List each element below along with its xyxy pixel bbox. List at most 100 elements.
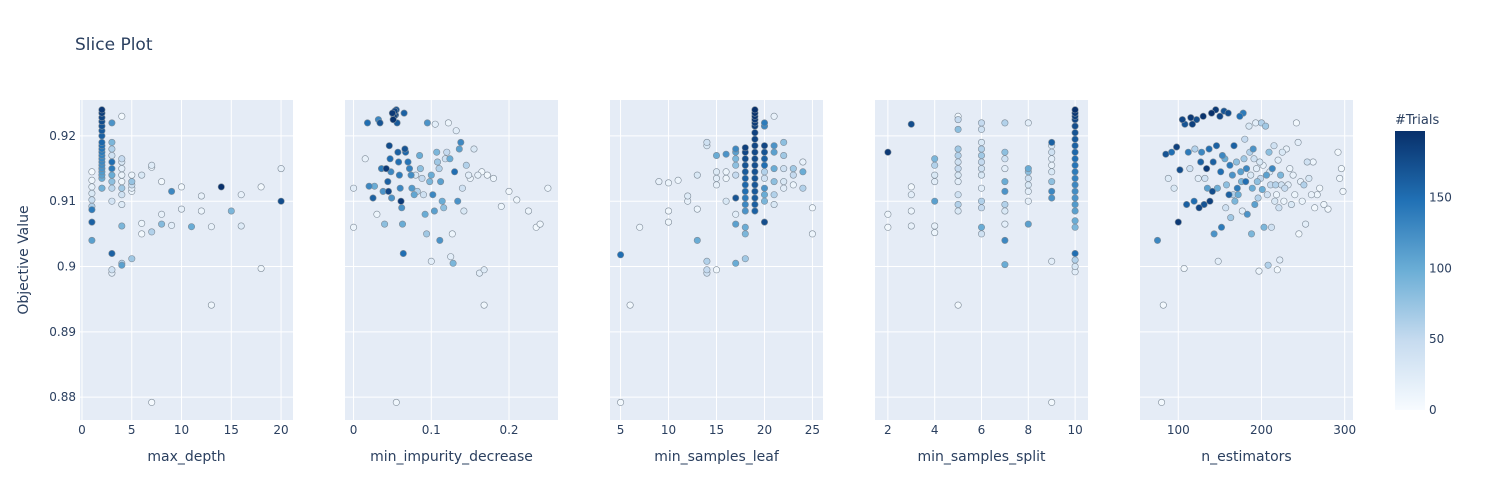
- data-point: [712, 152, 720, 160]
- data-point: [536, 220, 544, 228]
- data-point: [1001, 155, 1009, 163]
- data-point: [1071, 194, 1079, 202]
- data-point: [462, 161, 470, 169]
- data-point: [780, 184, 788, 192]
- data-point: [617, 398, 625, 406]
- data-point: [977, 165, 985, 173]
- data-point: [1071, 187, 1079, 195]
- data-point: [1001, 201, 1009, 209]
- data-point: [1195, 204, 1203, 212]
- data-point: [1225, 191, 1233, 199]
- colorbar-gradient: [1395, 131, 1425, 410]
- data-point: [1268, 165, 1276, 173]
- x-axis-label: min_samples_leaf: [654, 449, 780, 465]
- data-point: [664, 207, 672, 215]
- x-tick-label: 10: [661, 423, 676, 437]
- data-point: [789, 171, 797, 179]
- data-point: [636, 223, 644, 231]
- data-point: [1186, 165, 1194, 173]
- data-point: [138, 230, 146, 238]
- data-point: [1209, 158, 1217, 166]
- panels-layer: 0.88 0.89 0.9 0.91 0.92 0 5 10 15 20 max_depth 0 0.1…: [49, 100, 1356, 465]
- data-point: [1305, 174, 1313, 182]
- data-point: [1173, 143, 1181, 151]
- plot-background: [80, 100, 293, 420]
- data-point: [108, 184, 116, 192]
- data-point: [712, 174, 720, 182]
- data-point: [1222, 204, 1230, 212]
- data-point: [1280, 197, 1288, 205]
- data-point: [1254, 194, 1262, 202]
- x-axis-label: min_impurity_decrease: [370, 449, 533, 465]
- data-point: [741, 230, 749, 238]
- data-point: [693, 171, 701, 179]
- data-point: [363, 119, 371, 127]
- data-point: [884, 148, 892, 156]
- data-point: [513, 196, 521, 204]
- data-point: [751, 181, 759, 189]
- data-point: [1176, 166, 1184, 174]
- data-point: [954, 125, 962, 133]
- data-point: [98, 184, 106, 192]
- data-point: [118, 222, 126, 230]
- data-point: [741, 207, 749, 215]
- x-tick-label: 20: [273, 423, 288, 437]
- data-point: [128, 178, 136, 186]
- data-point: [1001, 119, 1009, 127]
- data-point: [237, 222, 245, 230]
- data-point: [799, 168, 807, 176]
- data-point: [1213, 184, 1221, 192]
- data-point: [741, 187, 749, 195]
- data-point: [703, 266, 711, 274]
- data-point: [1024, 197, 1032, 205]
- data-point: [416, 165, 424, 173]
- data-point: [1001, 220, 1009, 228]
- data-point: [88, 206, 96, 214]
- data-point: [789, 181, 797, 189]
- data-point: [1071, 217, 1079, 225]
- data-point: [760, 197, 768, 205]
- data-point: [1298, 197, 1306, 205]
- data-point: [770, 191, 778, 199]
- data-point: [1162, 150, 1170, 158]
- data-point: [1170, 184, 1178, 192]
- data-point: [1071, 207, 1079, 215]
- data-point: [197, 192, 205, 200]
- data-point: [416, 152, 424, 160]
- data-point: [1245, 122, 1253, 130]
- data-point: [421, 210, 429, 218]
- data-point: [977, 125, 985, 133]
- data-point: [1276, 256, 1284, 264]
- data-point: [1223, 181, 1231, 189]
- data-point: [385, 142, 393, 150]
- colorbar-ticks: 0 50 100 150: [1429, 191, 1452, 417]
- data-point: [1286, 165, 1294, 173]
- data-point: [954, 116, 962, 124]
- data-point: [237, 191, 245, 199]
- data-point: [1001, 187, 1009, 195]
- data-point: [1159, 301, 1167, 309]
- data-point: [1227, 214, 1235, 222]
- data-point: [977, 158, 985, 166]
- data-point: [1247, 171, 1255, 179]
- data-point: [138, 171, 146, 179]
- x-tick-label: 300: [1333, 423, 1356, 437]
- data-point: [398, 220, 406, 228]
- data-point: [732, 145, 740, 153]
- data-point: [1048, 257, 1056, 265]
- data-point: [394, 148, 402, 156]
- colorbar-tick-label: 100: [1429, 261, 1452, 275]
- data-point: [207, 223, 215, 231]
- data-point: [369, 194, 377, 202]
- data-point: [384, 178, 392, 186]
- data-point: [1001, 236, 1009, 244]
- data-point: [884, 223, 892, 231]
- data-point: [410, 191, 418, 199]
- data-point: [1199, 112, 1207, 120]
- data-point: [741, 194, 749, 202]
- data-point: [388, 194, 396, 202]
- data-point: [470, 145, 478, 153]
- data-point: [1243, 165, 1251, 173]
- data-point: [178, 205, 186, 213]
